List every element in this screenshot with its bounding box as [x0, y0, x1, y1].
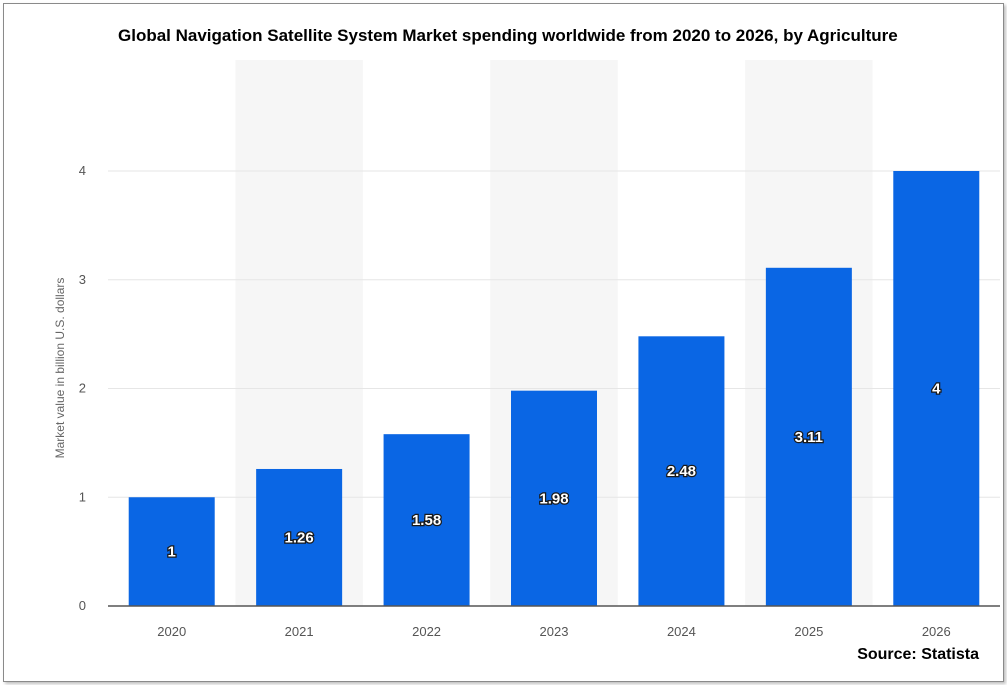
bar	[638, 336, 725, 606]
data-labels: 1 1.26 1.58 1.98 2.48 3.11 4	[166, 379, 942, 562]
x-tick-label: 2022	[412, 624, 441, 639]
x-tick-label: 2023	[540, 624, 569, 639]
y-axis-ticks: 0 1 2 3 4	[79, 163, 86, 613]
y-tick-label: 2	[79, 381, 86, 396]
x-tick-label: 2021	[285, 624, 314, 639]
data-label: 3.11	[795, 429, 823, 446]
bar	[256, 468, 343, 606]
bar	[893, 171, 980, 606]
data-label: 1.58	[412, 512, 441, 529]
y-tick-label: 0	[79, 598, 86, 613]
bar	[511, 390, 597, 606]
data-label: 1.26	[285, 529, 314, 546]
y-tick-label: 1	[79, 489, 86, 504]
x-tick-label: 2024	[667, 624, 696, 639]
bar	[383, 434, 470, 606]
bar	[765, 267, 852, 606]
bars	[128, 171, 980, 606]
x-tick-label: 2020	[157, 624, 186, 639]
y-tick-label: 4	[79, 163, 86, 178]
x-axis-ticks: 2020 2021 2022 2023 2024 2025 2026	[157, 624, 950, 639]
x-tick-label: 2025	[794, 624, 823, 639]
data-label: 4	[932, 381, 941, 398]
data-label: 1	[168, 544, 176, 561]
data-label: 2.48	[667, 463, 696, 480]
x-tick-label: 2026	[922, 624, 951, 639]
data-label: 1.98	[539, 490, 568, 507]
y-axis-label: Market value in billion U.S. dollars	[53, 278, 67, 459]
chart-title: Global Navigation Satellite System Marke…	[118, 26, 898, 45]
bar	[128, 497, 215, 606]
source-note: Source: Statista	[857, 646, 979, 663]
y-tick-label: 3	[79, 272, 86, 287]
